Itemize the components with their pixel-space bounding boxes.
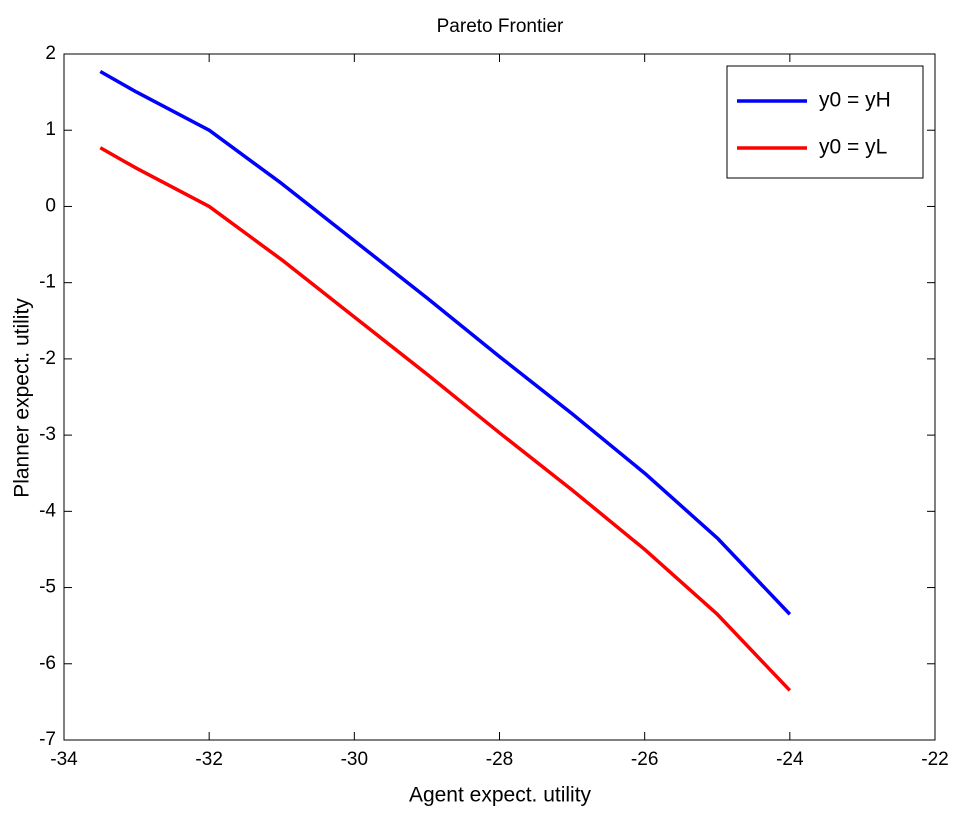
y-tick-label: -2: [39, 348, 56, 369]
series-line: [99, 70, 792, 616]
y-tick-label: 2: [45, 43, 56, 64]
y-tick-label: -5: [39, 577, 56, 598]
y-tick-label: -4: [39, 500, 56, 521]
legend-box: [726, 65, 924, 179]
chart-title: Pareto Frontier: [437, 16, 564, 37]
x-tick-label: -30: [341, 749, 368, 770]
x-tick-label: -32: [195, 749, 222, 770]
y-axis-label: Planner expect. utility: [11, 298, 34, 498]
y-tick-label: 1: [45, 119, 56, 140]
x-tick-label: -26: [631, 749, 658, 770]
y-tick-label: -1: [39, 272, 56, 293]
series-line: [99, 146, 792, 692]
x-tick-label: -22: [921, 749, 948, 770]
y-tick-label: -7: [39, 729, 56, 750]
x-axis-label: Agent expect. utility: [409, 784, 592, 807]
y-tick-label: -3: [39, 424, 56, 445]
y-tick-label: -6: [39, 653, 56, 674]
x-tick-label: -24: [776, 749, 804, 770]
legend-label: y0 = yL: [819, 136, 887, 159]
y-tick-label: 0: [45, 195, 56, 216]
legend-label: y0 = yH: [819, 89, 891, 112]
x-tick-label: -34: [50, 749, 78, 770]
x-tick-label: -28: [486, 749, 513, 770]
